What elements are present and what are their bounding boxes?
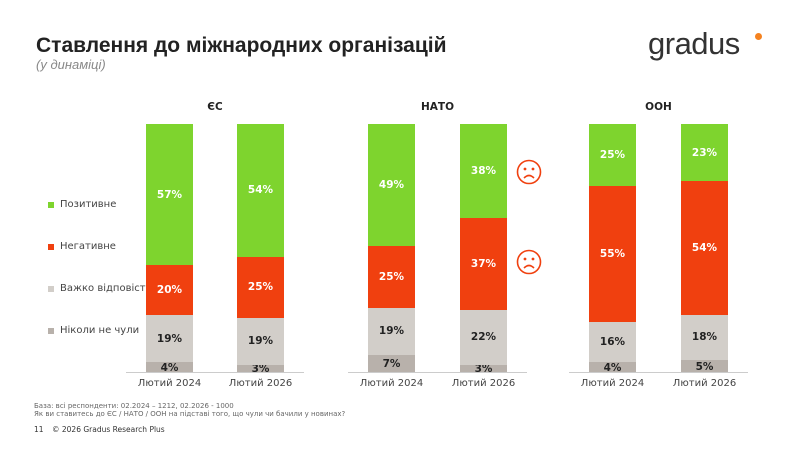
data-label: 16% (599, 336, 626, 349)
group-title: ООН (645, 101, 672, 113)
bar-segment-positive: 57% (146, 124, 193, 266)
bar-segment-hard-to-say: 19% (368, 307, 415, 355)
data-label: 19% (378, 325, 405, 338)
bar-segment-hard-to-say: 19% (237, 317, 284, 365)
data-label: 3% (251, 363, 270, 376)
bar-segment-negative: 54% (681, 181, 728, 315)
bar-segment-hard-to-say: 16% (589, 322, 636, 363)
legend-item: Ніколи не чули (48, 325, 139, 336)
x-tick-label: Лютий 2024 (359, 378, 424, 389)
legend-label: Важко відповісти (60, 283, 153, 294)
data-label: 55% (599, 248, 626, 261)
legend-swatch (48, 327, 54, 334)
data-label: 54% (691, 241, 718, 254)
x-tick-label: Лютий 2024 (137, 378, 202, 389)
baseline (569, 372, 748, 373)
gradus-logo: gradus (648, 26, 740, 61)
bar-segment-never-heard: 3% (460, 363, 507, 376)
data-label: 49% (378, 178, 405, 191)
logo-dot-icon (755, 33, 762, 40)
data-label: 25% (247, 281, 274, 294)
legend-label: Ніколи не чули (60, 325, 140, 336)
data-label: 4% (603, 362, 622, 375)
bar-segment-hard-to-say: 19% (146, 314, 193, 363)
bar-segment-negative: 55% (589, 186, 636, 323)
page-subtitle: (у динаміці) (36, 57, 106, 72)
data-label: 22% (470, 331, 497, 344)
legend-swatch (48, 243, 54, 250)
page-title: Ставлення до міжнародних організацій (36, 34, 447, 57)
baseline (348, 372, 527, 373)
data-label: 18% (691, 331, 718, 344)
bar-segment-negative: 25% (368, 245, 415, 308)
legend-item: Негативне (48, 241, 116, 252)
data-label: 3% (474, 363, 493, 376)
legend-label: Негативне (60, 241, 116, 252)
data-label: 4% (160, 362, 179, 375)
data-label: 23% (691, 146, 718, 159)
legend-label: Позитивне (60, 199, 117, 210)
bar-segment-hard-to-say: 22% (460, 310, 507, 365)
data-label: 25% (378, 270, 405, 283)
footnote-base: База: всі респонденти: 02.2024 – 1212, 0… (34, 402, 234, 410)
x-tick-label: Лютий 2026 (672, 378, 737, 389)
legend-swatch (48, 285, 54, 292)
data-label: 37% (470, 258, 497, 271)
group-title: ЄС (207, 101, 223, 113)
data-label: 25% (599, 149, 626, 161)
sad-face-icon (516, 159, 542, 185)
bar-segment-negative: 25% (237, 256, 284, 318)
bar-segment-never-heard: 3% (237, 363, 284, 376)
bar-segment-never-heard: 7% (368, 354, 415, 372)
bar-segment-never-heard: 4% (589, 362, 636, 375)
bar-segment-negative: 20% (146, 265, 193, 315)
x-tick-label: Лютий 2026 (228, 378, 293, 389)
data-label: 5% (695, 360, 714, 373)
data-label: 19% (156, 332, 183, 345)
copyright: © 2026 Gradus Research Plus (52, 425, 165, 434)
footnote-question: Як ви ставитесь до ЄС / НАТО / ООН на пі… (34, 410, 346, 418)
x-tick-label: Лютий 2026 (451, 378, 516, 389)
x-tick-label: Лютий 2024 (580, 378, 645, 389)
bar-segment-positive: 25% (589, 124, 636, 186)
bar-segment-never-heard: 5% (681, 359, 728, 373)
bar-segment-positive: 38% (460, 124, 507, 219)
baseline (126, 372, 304, 373)
legend-item: Важко відповісти (48, 283, 152, 294)
data-label: 54% (247, 184, 274, 197)
legend-item: Позитивне (48, 199, 116, 210)
data-label: 20% (156, 284, 183, 297)
bar-segment-positive: 23% (681, 124, 728, 182)
data-label: 57% (156, 188, 183, 201)
legend-swatch (48, 201, 54, 208)
group-title: НАТО (420, 101, 455, 113)
bar-segment-hard-to-say: 18% (681, 314, 728, 360)
sad-face-icon (516, 249, 542, 275)
bar-segment-positive: 49% (368, 124, 415, 246)
data-label: 7% (382, 358, 401, 371)
page-number: 11 (34, 425, 44, 434)
bar-segment-positive: 54% (237, 124, 284, 257)
data-label: 19% (247, 335, 274, 348)
bar-segment-negative: 37% (460, 218, 507, 310)
bar-segment-never-heard: 4% (146, 362, 193, 375)
data-label: 38% (470, 165, 497, 178)
